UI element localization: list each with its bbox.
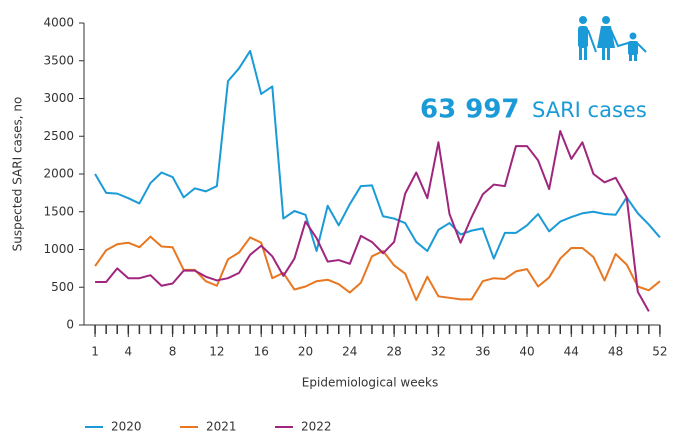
x-tick-label: 36 bbox=[475, 345, 490, 359]
y-tick-label: 3000 bbox=[43, 91, 74, 105]
legend-label: 2021 bbox=[206, 420, 237, 434]
y-tick-label: 500 bbox=[51, 280, 74, 294]
x-axis-label: Epidemiological weeks bbox=[302, 376, 438, 390]
x-tick-label: 8 bbox=[169, 345, 177, 359]
y-tick-label: 3500 bbox=[43, 53, 74, 67]
series-line bbox=[94, 235, 661, 302]
headline-value: 63 997 bbox=[420, 95, 520, 125]
legend-label: 2022 bbox=[301, 420, 332, 434]
x-tick-label: 28 bbox=[386, 345, 401, 359]
y-axis-label: Suspected SARI cases, no bbox=[11, 97, 25, 252]
y-tick-label: 0 bbox=[66, 318, 74, 332]
family-icon bbox=[578, 16, 647, 61]
series-line bbox=[95, 129, 650, 312]
x-tick-label: 32 bbox=[431, 345, 446, 359]
x-tick-label: 4 bbox=[124, 345, 132, 359]
y-tick-label: 2500 bbox=[43, 129, 74, 143]
y-tick-label: 4000 bbox=[43, 16, 74, 30]
x-tick-label: 52 bbox=[652, 345, 667, 359]
x-tick-label: 12 bbox=[209, 345, 224, 359]
x-tick-label: 44 bbox=[564, 345, 579, 359]
x-tick-label: 16 bbox=[254, 345, 269, 359]
x-tick-label: 48 bbox=[608, 345, 623, 359]
x-tick-label: 1 bbox=[91, 345, 99, 359]
y-tick-label: 2000 bbox=[43, 167, 74, 181]
headline-text: SARI cases bbox=[532, 98, 647, 122]
x-tick-label: 20 bbox=[298, 345, 313, 359]
legend-label: 2020 bbox=[111, 420, 142, 434]
x-tick-label: 40 bbox=[519, 345, 534, 359]
series-line bbox=[94, 49, 661, 260]
y-tick-label: 1000 bbox=[43, 242, 74, 256]
x-tick-label: 24 bbox=[342, 345, 357, 359]
y-tick-label: 1500 bbox=[43, 204, 74, 218]
